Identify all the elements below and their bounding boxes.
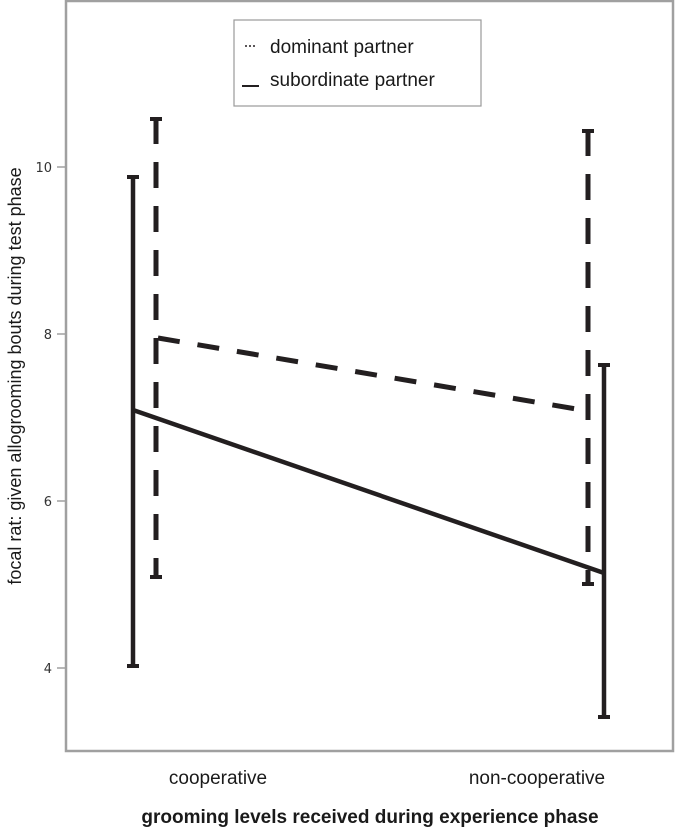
legend-item-dominant: dominant partner	[245, 37, 414, 58]
series-line	[157, 335, 589, 414]
y-tick-label: 4	[44, 662, 52, 677]
legend-label: dominant partner	[270, 37, 414, 58]
y-tick-label: 10	[35, 161, 52, 176]
legend-label: subordinate partner	[270, 70, 435, 91]
y-axis-title: focal rat: given allogrooming bouts duri…	[5, 167, 25, 584]
y-axis: 10 8 6 4	[35, 161, 66, 677]
y-tick-label: 8	[44, 328, 52, 343]
legend-box	[233, 19, 482, 107]
y-tick-label: 6	[44, 495, 52, 510]
x-category-label: non-cooperative	[469, 768, 605, 789]
series-dominant-partner	[150, 117, 594, 586]
series-subordinate-partner	[127, 175, 610, 719]
x-axis-title: grooming levels received during experien…	[141, 807, 598, 828]
legend: dominant partner subordinate partner	[233, 19, 482, 107]
legend-item-subordinate: subordinate partner	[242, 70, 435, 91]
series-line	[132, 407, 605, 576]
x-category-label: cooperative	[169, 768, 267, 789]
